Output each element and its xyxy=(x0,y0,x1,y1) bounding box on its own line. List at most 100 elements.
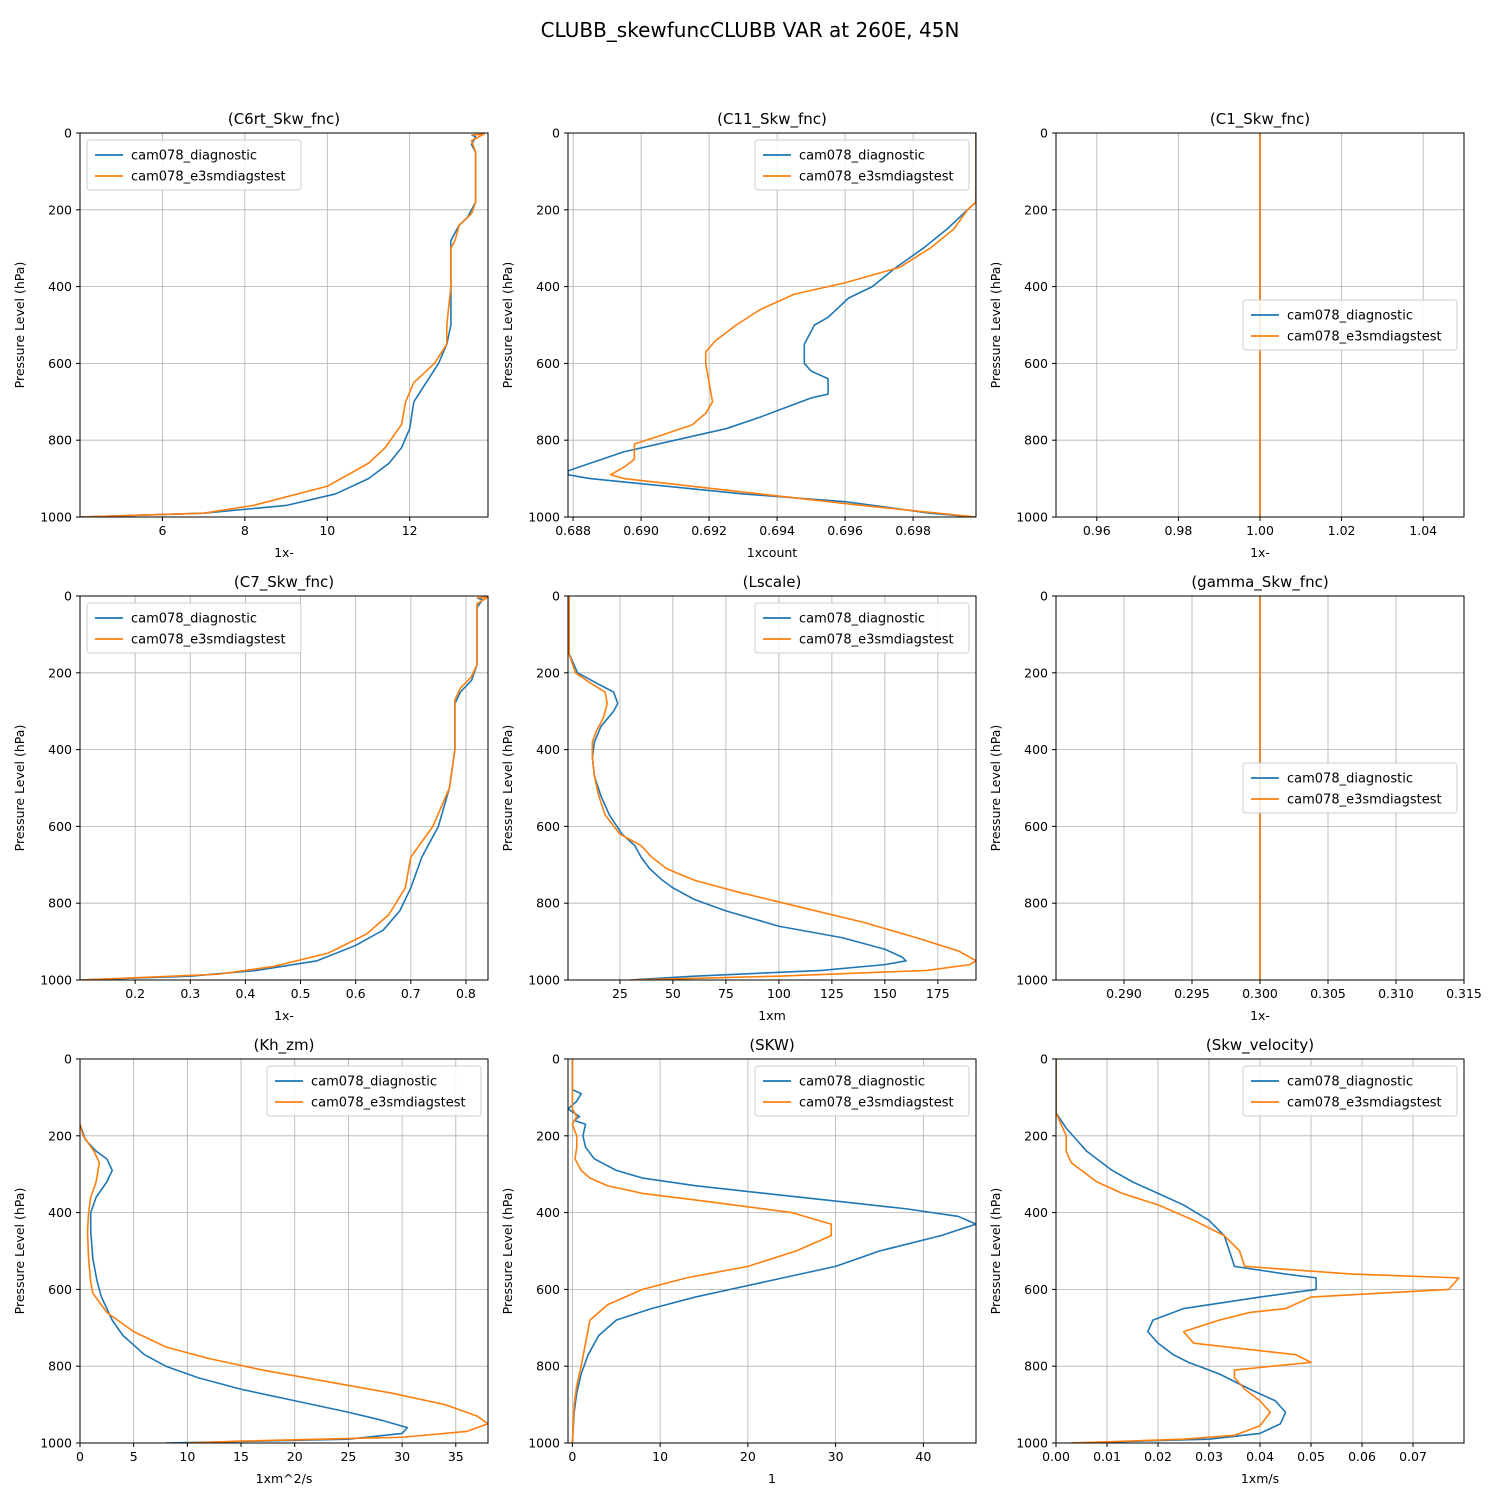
series-line-cam078_e3smdiagstest xyxy=(80,596,488,980)
panel-title: (Kh_zm) xyxy=(253,1036,314,1055)
legend-box xyxy=(86,139,302,191)
y-tick-label: 1000 xyxy=(528,1436,560,1451)
x-tick-label: 30 xyxy=(394,1449,410,1464)
x-tick-label: 25 xyxy=(340,1449,356,1464)
x-tick-label: 12 xyxy=(402,523,418,538)
series-line-cam078_diagnostic xyxy=(568,596,907,980)
series-group xyxy=(80,596,488,980)
x-axis-label: 1xm xyxy=(758,1008,786,1023)
x-tick-label: 0.01 xyxy=(1093,1449,1121,1464)
y-tick-label: 400 xyxy=(536,1205,560,1220)
x-tick-label: 0.4 xyxy=(235,986,255,1001)
y-tick-label: 600 xyxy=(1024,356,1048,371)
legend-entry: cam078_diagnostic xyxy=(311,1075,437,1090)
legend: cam078_diagnostic cam078_e3smdiagstest xyxy=(86,139,302,191)
x-tick-label: 0.692 xyxy=(691,523,727,538)
y-tick-label: 200 xyxy=(536,665,560,680)
x-tick-label: 0 xyxy=(76,1449,84,1464)
y-tick-label: 400 xyxy=(1024,742,1048,757)
y-tick-label: 200 xyxy=(48,665,72,680)
panel-title: (Lscale) xyxy=(743,573,802,591)
x-tick-label: 6 xyxy=(158,523,166,538)
figure-title: CLUBB_skewfuncCLUBB VAR at 260E, 45N xyxy=(541,18,960,42)
series-line-cam078_e3smdiagstest xyxy=(80,133,485,517)
x-axis-label: 1x- xyxy=(1250,545,1270,560)
series-group xyxy=(568,133,976,517)
y-tick-label: 1000 xyxy=(528,510,560,525)
series-line-cam078_e3smdiagstest xyxy=(609,133,976,517)
y-tick-label: 400 xyxy=(536,742,560,757)
y-tick-label: 800 xyxy=(48,1359,72,1374)
y-tick-label: 0 xyxy=(64,1052,72,1067)
x-tick-label: 20 xyxy=(287,1449,303,1464)
x-tick-label: 40 xyxy=(915,1449,931,1464)
panel-title: (Skw_velocity) xyxy=(1206,1036,1314,1055)
y-tick-label: 600 xyxy=(48,1282,72,1297)
x-axis-label: 1x- xyxy=(1250,1008,1270,1023)
y-tick-label: 200 xyxy=(1024,1128,1048,1143)
y-tick-label: 800 xyxy=(1024,1359,1048,1374)
panel-3: 0.2 0.3 0.4 0.5 0.6 0.7 0.8 0 200 400 600 800 1000 (C… xyxy=(12,573,489,1023)
x-axis-label: 1x- xyxy=(274,1008,294,1023)
x-tick-label: 0.7 xyxy=(401,986,421,1001)
legend-entry: cam078_e3smdiagstest xyxy=(131,633,286,648)
panel-0: 6 8 10 12 0 200 400 600 800 1000 (C6rt_Skw_fnc) 1x-… xyxy=(12,110,489,560)
y-tick-label: 0 xyxy=(552,126,560,141)
legend-box xyxy=(86,602,302,654)
x-tick-label: 175 xyxy=(926,986,950,1001)
x-tick-label: 20 xyxy=(740,1449,756,1464)
y-tick-label: 200 xyxy=(536,202,560,217)
x-tick-label: 1.02 xyxy=(1328,523,1356,538)
x-tick-label: 0.698 xyxy=(895,523,931,538)
series-line-cam078_diagnostic xyxy=(1056,1059,1317,1443)
y-tick-label: 0 xyxy=(1040,126,1048,141)
legend-entry: cam078_diagnostic xyxy=(131,149,257,164)
x-tick-label: 0.3 xyxy=(180,986,200,1001)
x-tick-label: 0.02 xyxy=(1144,1449,1172,1464)
y-tick-label: 600 xyxy=(48,356,72,371)
series-group xyxy=(80,1124,488,1443)
panel-title: (gamma_Skw_fnc) xyxy=(1191,573,1328,592)
x-tick-label: 10 xyxy=(319,523,335,538)
panels-container: 6 8 10 1202004006008001000(C6rt_Skw_fnc)1x-… xyxy=(12,110,1482,1486)
series-line-cam078_e3smdiagstest xyxy=(80,1124,488,1443)
panel-1: 0.688 0.690 0.692 0.694 0.696 0.698 0 200 400 600… xyxy=(500,110,977,560)
legend-box xyxy=(1242,299,1458,351)
x-tick-label: 30 xyxy=(828,1449,844,1464)
x-tick-label: 0.688 xyxy=(555,523,591,538)
legend-entry: cam078_e3smdiagstest xyxy=(799,1096,954,1111)
x-tick-label: 0.5 xyxy=(291,986,311,1001)
panel-title: (C6rt_Skw_fnc) xyxy=(228,110,340,129)
series-line-cam078_e3smdiagstest xyxy=(571,1059,833,1443)
y-tick-label: 600 xyxy=(1024,819,1048,834)
y-axis-label: Pressure Level (hPa) xyxy=(12,1188,27,1315)
x-tick-label: 0.96 xyxy=(1083,523,1111,538)
legend-box xyxy=(1242,1065,1458,1117)
panel-2: 0.96 0.98 1.00 1.02 1.04 0 200 400 600 800 1000 (C1… xyxy=(988,110,1465,560)
legend-entry: cam078_diagnostic xyxy=(799,612,925,627)
x-tick-label: 100 xyxy=(767,986,791,1001)
panel-7: 0 10 20 30 4002004006008001000(SKW)1Pressure… xyxy=(500,1036,977,1486)
y-tick-label: 800 xyxy=(1024,433,1048,448)
plot-frame xyxy=(567,132,977,518)
x-tick-label: 0.03 xyxy=(1195,1449,1223,1464)
y-tick-label: 200 xyxy=(1024,202,1048,217)
y-tick-label: 200 xyxy=(48,1128,72,1143)
x-tick-label: 8 xyxy=(241,523,249,538)
x-tick-label: 0.310 xyxy=(1378,986,1414,1001)
y-tick-label: 1000 xyxy=(1016,1436,1048,1451)
y-tick-label: 400 xyxy=(48,742,72,757)
y-tick-label: 600 xyxy=(1024,1282,1048,1297)
panel-6: 0 5 10 15 20 25 30 35 0 200 400 600 800 1000 (Kh_zm) 1x… xyxy=(12,1036,489,1486)
x-tick-label: 0.696 xyxy=(827,523,863,538)
panel-8: 0.00 0.01 0.02 0.03 0.04 0.05 0.06 0.07 0 200 400 6… xyxy=(988,1036,1465,1486)
y-tick-label: 400 xyxy=(48,279,72,294)
panel-title: (C7_Skw_fnc) xyxy=(234,573,334,592)
legend-entry: cam078_diagnostic xyxy=(131,612,257,627)
x-tick-label: 0.694 xyxy=(759,523,795,538)
y-tick-label: 1000 xyxy=(1016,973,1048,988)
x-tick-label: 1.00 xyxy=(1246,523,1274,538)
legend-entry: cam078_diagnostic xyxy=(1287,1075,1413,1090)
x-tick-label: 1.04 xyxy=(1409,523,1437,538)
series-group xyxy=(568,596,976,980)
